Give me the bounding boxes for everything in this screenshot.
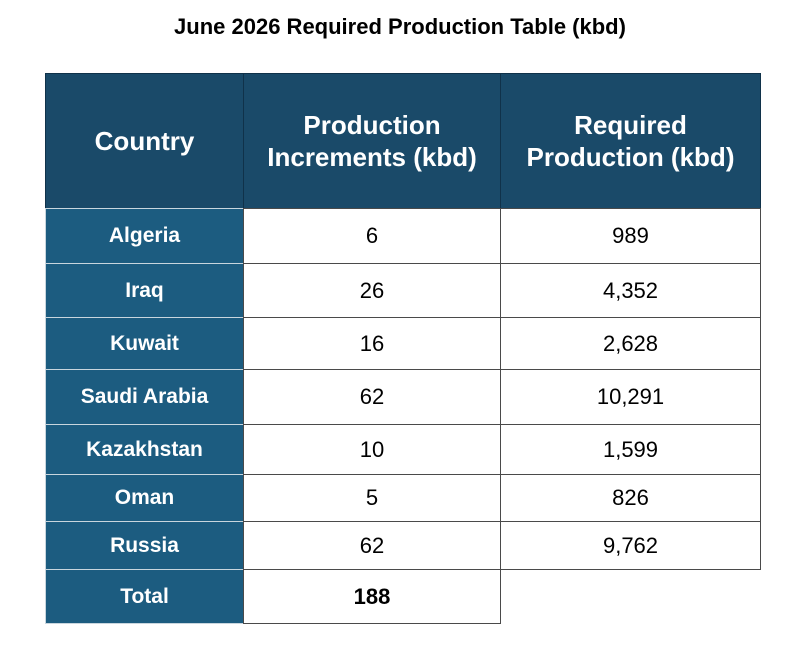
value-cell: 6 xyxy=(243,208,501,264)
value-cell: 9,762 xyxy=(500,521,761,570)
country-cell: Kazakhstan xyxy=(45,424,244,475)
header-cell: Required Production (kbd) xyxy=(500,73,761,209)
country-cell: Total xyxy=(45,569,244,624)
country-cell: Saudi Arabia xyxy=(45,369,244,425)
value-cell: 16 xyxy=(243,317,501,370)
value-cell: 10 xyxy=(243,424,501,475)
value-cell: 826 xyxy=(500,474,761,522)
value-cell: 4,352 xyxy=(500,263,761,318)
value-cell: 1,599 xyxy=(500,424,761,475)
country-cell: Iraq xyxy=(45,263,244,318)
header-cell: Country xyxy=(45,73,244,209)
header-cell: Production Increments (kbd) xyxy=(243,73,501,209)
table-title: June 2026 Required Production Table (kbd… xyxy=(174,14,626,39)
value-cell: 10,291 xyxy=(500,369,761,425)
value-cell: 26 xyxy=(243,263,501,318)
value-cell: 2,628 xyxy=(500,317,761,370)
value-cell: 989 xyxy=(500,208,761,264)
value-cell: 188 xyxy=(243,569,501,624)
country-cell: Russia xyxy=(45,521,244,570)
country-cell: Oman xyxy=(45,474,244,522)
value-cell: 62 xyxy=(243,369,501,425)
value-cell: 5 xyxy=(243,474,501,522)
value-cell: 62 xyxy=(243,521,501,570)
country-cell: Kuwait xyxy=(45,317,244,370)
country-cell: Algeria xyxy=(45,208,244,264)
